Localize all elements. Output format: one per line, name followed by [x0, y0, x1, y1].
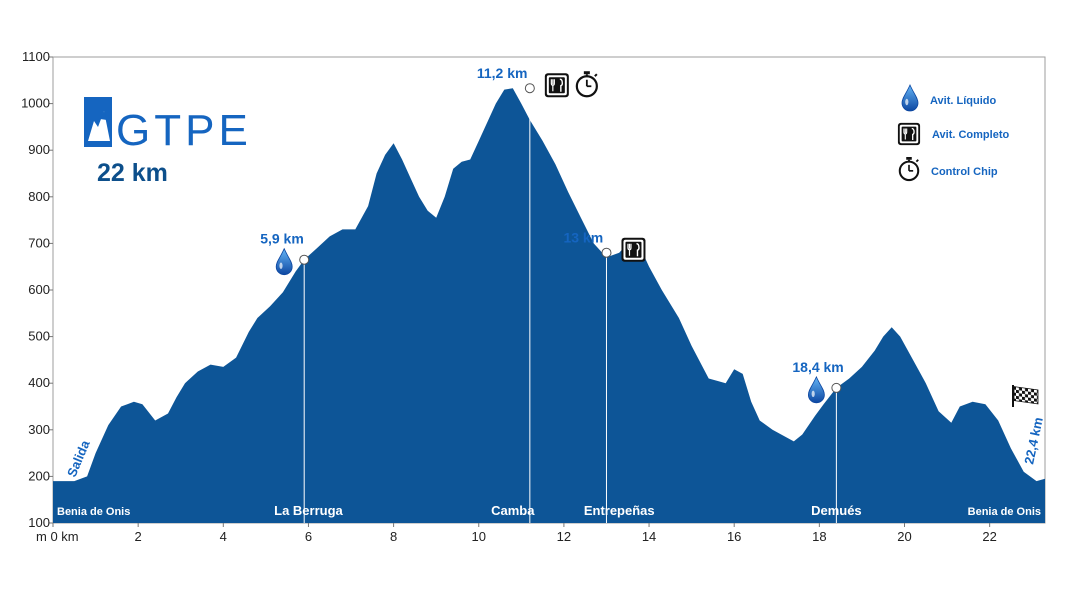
- y-axis: 100 200 300 400 500 600 700 800 900 1000 1100: [21, 49, 53, 530]
- place-name: Benia de Onis: [57, 506, 130, 518]
- y-tick-label: 800: [28, 189, 50, 204]
- x-tick-label: m 0 km: [36, 529, 79, 544]
- x-tick-label: 4: [220, 529, 227, 544]
- water-drop-icon: [901, 84, 919, 112]
- x-tick-label: 20: [897, 529, 911, 544]
- x-axis: m 0 km 2 4 6 8 10 12 14 16 18 20 22: [36, 523, 997, 544]
- x-tick-label: 6: [305, 529, 312, 544]
- finish-flag-icon: [1012, 385, 1039, 407]
- water-drop-icon: [807, 376, 825, 404]
- waypoint-marker: [601, 247, 612, 258]
- waypoint-km-label: 5,9 km: [260, 231, 304, 247]
- route-distance: 22 km: [97, 159, 168, 187]
- place-name: Benia de Onis: [968, 506, 1041, 518]
- place-name: Entrepeñas: [584, 503, 655, 518]
- waypoint-km-label: 13 km: [563, 230, 603, 246]
- y-tick-label: 900: [28, 142, 50, 157]
- x-tick-label: 14: [642, 529, 656, 544]
- stopwatch-icon: [575, 70, 598, 98]
- logo-text: GTPE: [116, 106, 252, 155]
- stopwatch-icon: [898, 155, 920, 182]
- y-tick-label: 100: [28, 515, 50, 530]
- x-tick-label: 10: [472, 529, 486, 544]
- place-name: Demués: [811, 503, 862, 518]
- place-name: Camba: [491, 503, 535, 518]
- legend-item-complete: Avit. Completo: [897, 122, 1009, 146]
- waypoint-km-label: 11,2 km: [477, 65, 528, 81]
- water-drop-icon: [275, 248, 293, 276]
- x-tick-label: 18: [812, 529, 826, 544]
- legend-label-liquid: Avit. Líquido: [930, 95, 996, 107]
- end-label: 22,4 km: [1021, 416, 1046, 466]
- place-name: La Berruga: [274, 503, 343, 518]
- food-icon: [897, 122, 921, 146]
- x-tick-label: 8: [390, 529, 397, 544]
- waypoint-marker: [831, 382, 842, 393]
- y-tick-label: 1000: [21, 96, 50, 111]
- y-tick-label: 400: [28, 375, 50, 390]
- y-tick-label: 200: [28, 468, 50, 483]
- legend-label-chip: Control Chip: [931, 166, 998, 178]
- food-icon: [620, 237, 647, 263]
- y-tick-label: 700: [28, 235, 50, 250]
- place-names: Benia de Onis La Berruga Camba Entrepeñas De…: [57, 503, 1041, 518]
- gtpe-logo: GTPE: [84, 97, 252, 155]
- legend-label-complete: Avit. Completo: [932, 129, 1009, 141]
- y-tick-label: 300: [28, 422, 50, 437]
- food-icon: [544, 72, 570, 98]
- x-tick-label: 16: [727, 529, 741, 544]
- y-tick-label: 1100: [22, 49, 50, 64]
- x-tick-label: 12: [557, 529, 571, 544]
- waypoint-marker: [299, 254, 310, 265]
- legend: Avit. Líquido Avit. Completo Control Chi…: [897, 84, 1009, 182]
- waypoint-marker: [524, 83, 535, 94]
- waypoints: 5,9 km 11,2 km 13 km 18,4 km: [260, 65, 844, 523]
- x-tick-label: 22: [982, 529, 996, 544]
- legend-item-liquid: Avit. Líquido: [901, 84, 996, 112]
- legend-item-chip: Control Chip: [898, 155, 998, 182]
- y-tick-label: 500: [28, 329, 50, 344]
- elevation-area: [53, 88, 1045, 523]
- logo-mark-icon: [84, 97, 112, 147]
- x-tick-label: 2: [135, 529, 142, 544]
- waypoint-km-label: 18,4 km: [792, 359, 843, 375]
- y-tick-label: 600: [28, 282, 50, 297]
